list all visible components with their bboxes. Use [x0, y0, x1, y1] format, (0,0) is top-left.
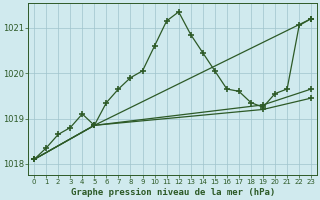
X-axis label: Graphe pression niveau de la mer (hPa): Graphe pression niveau de la mer (hPa): [70, 188, 275, 197]
